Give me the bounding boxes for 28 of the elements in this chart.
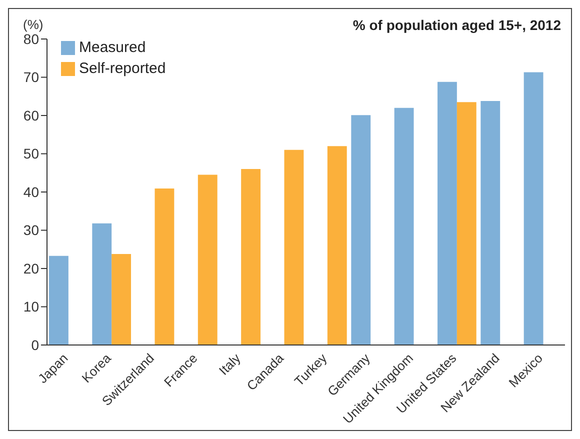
bar bbox=[284, 150, 304, 345]
bar bbox=[327, 146, 347, 345]
bar bbox=[241, 169, 261, 345]
legend-label: Measured bbox=[79, 38, 146, 58]
bar bbox=[198, 174, 218, 345]
bar bbox=[524, 72, 544, 345]
bar bbox=[112, 254, 132, 345]
bar bbox=[92, 223, 112, 345]
y-tick-label: 20 bbox=[23, 260, 40, 276]
y-axis-title: (%) bbox=[23, 17, 44, 32]
y-tick-label: 0 bbox=[31, 336, 40, 353]
y-tick-label: 80 bbox=[23, 30, 40, 47]
y-tick-label: 30 bbox=[23, 222, 40, 238]
y-tick-label: 60 bbox=[23, 107, 40, 124]
bar bbox=[480, 100, 500, 345]
bar bbox=[394, 108, 414, 345]
bar bbox=[49, 256, 68, 345]
bar bbox=[456, 102, 476, 345]
bar bbox=[351, 115, 371, 345]
y-tick-label: 40 bbox=[23, 184, 40, 200]
chart-title: % of population aged 15+, 2012 bbox=[352, 17, 561, 33]
x-tick-label: Italy bbox=[216, 350, 244, 378]
bar bbox=[154, 188, 174, 345]
y-tick-label: 10 bbox=[23, 298, 40, 315]
bar bbox=[438, 82, 457, 345]
y-tick-label: 50 bbox=[23, 146, 40, 162]
legend-label: Self-reported bbox=[79, 59, 166, 79]
y-tick-label: 70 bbox=[23, 69, 40, 86]
